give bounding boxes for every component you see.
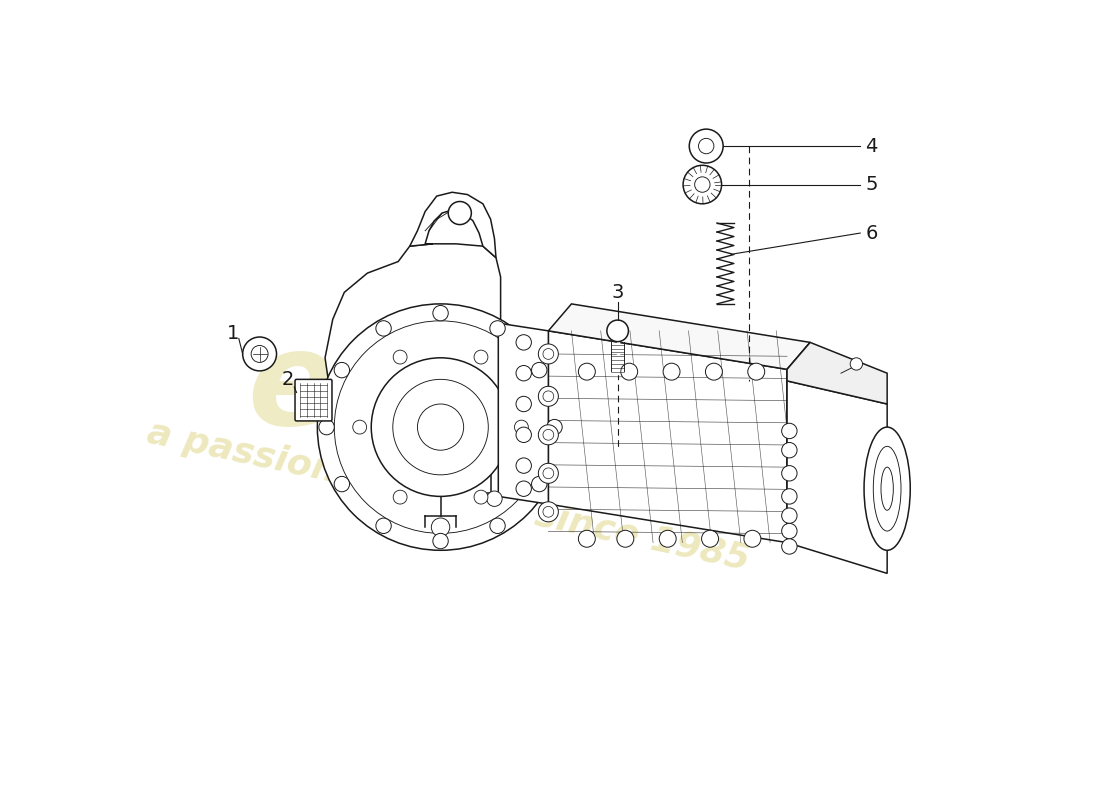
Circle shape bbox=[334, 476, 350, 492]
Text: 6: 6 bbox=[866, 223, 878, 242]
Polygon shape bbox=[788, 342, 887, 404]
Circle shape bbox=[782, 423, 797, 438]
Polygon shape bbox=[788, 381, 887, 574]
Circle shape bbox=[516, 458, 531, 474]
Circle shape bbox=[782, 442, 797, 458]
Circle shape bbox=[393, 490, 407, 504]
Circle shape bbox=[663, 363, 680, 380]
Circle shape bbox=[782, 538, 797, 554]
Circle shape bbox=[474, 490, 488, 504]
Circle shape bbox=[516, 481, 531, 496]
Circle shape bbox=[659, 530, 676, 547]
Circle shape bbox=[531, 476, 547, 492]
Circle shape bbox=[243, 337, 276, 371]
Circle shape bbox=[486, 491, 502, 506]
Circle shape bbox=[705, 363, 723, 380]
Circle shape bbox=[516, 427, 531, 442]
Text: a passion for parts since 1985: a passion for parts since 1985 bbox=[144, 416, 752, 577]
Circle shape bbox=[318, 304, 563, 550]
Text: 3: 3 bbox=[612, 283, 624, 302]
Circle shape bbox=[579, 363, 595, 380]
Ellipse shape bbox=[865, 427, 911, 550]
Circle shape bbox=[376, 518, 392, 534]
Circle shape bbox=[490, 518, 505, 534]
Circle shape bbox=[538, 463, 559, 483]
Text: 4: 4 bbox=[866, 137, 878, 155]
Circle shape bbox=[490, 321, 505, 336]
Polygon shape bbox=[498, 323, 548, 504]
Circle shape bbox=[607, 320, 628, 342]
Circle shape bbox=[531, 362, 547, 378]
Circle shape bbox=[515, 420, 528, 434]
Polygon shape bbox=[326, 244, 500, 496]
Text: europ: europ bbox=[246, 325, 681, 452]
Circle shape bbox=[376, 321, 392, 336]
Circle shape bbox=[516, 366, 531, 381]
Circle shape bbox=[538, 502, 559, 522]
Circle shape bbox=[782, 466, 797, 481]
Circle shape bbox=[516, 396, 531, 412]
Circle shape bbox=[372, 358, 510, 496]
Text: 1: 1 bbox=[227, 324, 239, 342]
Circle shape bbox=[433, 306, 449, 321]
Circle shape bbox=[449, 202, 472, 225]
Circle shape bbox=[690, 129, 723, 163]
Circle shape bbox=[748, 363, 764, 380]
Text: 5: 5 bbox=[866, 175, 878, 194]
Circle shape bbox=[850, 358, 862, 370]
Circle shape bbox=[782, 489, 797, 504]
Circle shape bbox=[538, 344, 559, 364]
Circle shape bbox=[353, 420, 366, 434]
Circle shape bbox=[744, 530, 761, 547]
Circle shape bbox=[393, 350, 407, 364]
Circle shape bbox=[782, 508, 797, 523]
Polygon shape bbox=[548, 304, 810, 370]
Circle shape bbox=[538, 386, 559, 406]
Circle shape bbox=[702, 530, 718, 547]
Circle shape bbox=[579, 530, 595, 547]
Circle shape bbox=[474, 350, 488, 364]
Polygon shape bbox=[548, 331, 788, 542]
Circle shape bbox=[319, 419, 334, 435]
Circle shape bbox=[431, 518, 450, 537]
Polygon shape bbox=[409, 192, 496, 258]
Text: 2: 2 bbox=[282, 370, 295, 389]
Circle shape bbox=[617, 530, 634, 547]
Circle shape bbox=[433, 534, 449, 549]
Circle shape bbox=[547, 419, 562, 435]
FancyBboxPatch shape bbox=[295, 379, 332, 421]
Circle shape bbox=[620, 363, 638, 380]
Circle shape bbox=[334, 362, 350, 378]
Circle shape bbox=[683, 166, 722, 204]
Circle shape bbox=[516, 334, 531, 350]
Circle shape bbox=[538, 425, 559, 445]
Circle shape bbox=[782, 523, 797, 538]
Polygon shape bbox=[788, 342, 810, 542]
Circle shape bbox=[393, 379, 488, 475]
